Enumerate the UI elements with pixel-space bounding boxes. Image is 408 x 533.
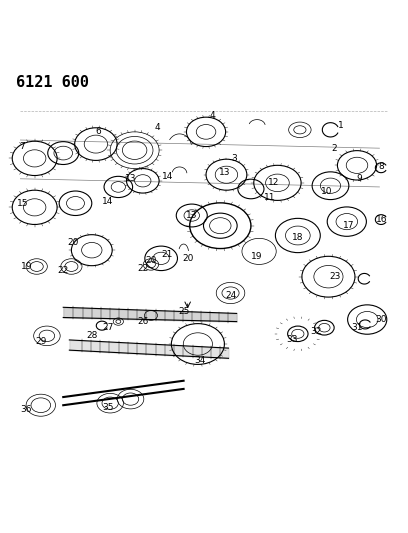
Text: 23: 23 <box>329 272 340 281</box>
Text: 22: 22 <box>58 266 69 275</box>
Text: 31: 31 <box>351 323 363 332</box>
Text: 12: 12 <box>268 179 279 188</box>
Text: 29: 29 <box>35 337 47 346</box>
Text: 28: 28 <box>86 332 98 341</box>
Text: 19: 19 <box>21 262 32 271</box>
Text: 3: 3 <box>232 154 237 163</box>
Text: 27: 27 <box>102 323 114 332</box>
Text: 36: 36 <box>21 405 32 414</box>
Text: 15: 15 <box>17 199 28 208</box>
Text: 21: 21 <box>162 250 173 259</box>
Text: 33: 33 <box>286 335 297 344</box>
Text: 20: 20 <box>145 256 157 265</box>
Text: 8: 8 <box>379 162 384 171</box>
Text: 19: 19 <box>251 252 263 261</box>
Text: 24: 24 <box>225 290 236 300</box>
Text: 35: 35 <box>102 403 114 412</box>
Text: 4: 4 <box>154 123 160 132</box>
Text: 34: 34 <box>194 356 206 365</box>
Text: 13: 13 <box>186 211 197 220</box>
Text: 6121 600: 6121 600 <box>16 75 89 90</box>
Text: 6: 6 <box>95 127 101 136</box>
Text: 17: 17 <box>343 221 355 230</box>
Text: 11: 11 <box>264 192 275 201</box>
Text: 16: 16 <box>376 215 387 224</box>
Text: 13: 13 <box>125 174 136 183</box>
Text: 14: 14 <box>162 172 173 181</box>
Text: 18: 18 <box>292 233 304 243</box>
Text: 7: 7 <box>20 142 25 151</box>
Text: 4: 4 <box>209 111 215 120</box>
Text: 2: 2 <box>332 144 337 152</box>
Text: 20: 20 <box>68 238 79 247</box>
Text: 20: 20 <box>182 254 193 263</box>
Text: 10: 10 <box>321 187 332 196</box>
Text: 32: 32 <box>310 327 322 336</box>
Text: 22: 22 <box>137 264 149 273</box>
Text: 9: 9 <box>356 174 362 183</box>
Text: 13: 13 <box>219 168 230 177</box>
Text: 25: 25 <box>178 307 189 316</box>
Text: 14: 14 <box>102 197 114 206</box>
Text: 1: 1 <box>338 121 344 130</box>
Text: 30: 30 <box>376 315 387 324</box>
Text: 26: 26 <box>137 317 149 326</box>
